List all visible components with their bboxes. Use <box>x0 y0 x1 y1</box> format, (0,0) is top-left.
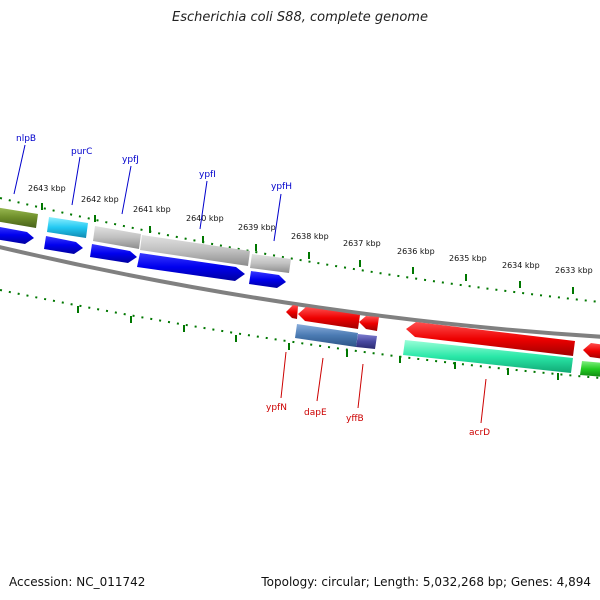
kbp-label: 2637 kbp <box>343 239 381 248</box>
genome-summary-text: Topology: circular; Length: 5,032,268 bp… <box>261 575 591 589</box>
kbp-label: 2641 kbp <box>133 205 171 214</box>
outer-major-ticks <box>41 203 574 294</box>
kbp-label: 2640 kbp <box>186 214 224 223</box>
leader-line-ypfI <box>199 180 208 230</box>
kbp-label: 2636 kbp <box>397 247 435 256</box>
kbp-label: 2635 kbp <box>449 254 487 263</box>
inner-tick-track <box>0 289 600 379</box>
cds-arrow-yffB[interactable] <box>359 316 379 331</box>
gene-label-acrD: acrD <box>469 428 490 438</box>
gene-feature-ypfH[interactable] <box>250 254 291 273</box>
cds-arrow-ypfN[interactable] <box>286 305 298 319</box>
gene-label-ypfJ: ypfJ <box>122 155 139 165</box>
cds-arrow-next[interactable] <box>583 343 600 359</box>
cds-arrow-ypfJ[interactable] <box>90 244 137 263</box>
gene-label-ypfN: ypfN <box>266 403 287 413</box>
gene-label-purC: purC <box>71 147 92 157</box>
gene-feature-ypfJ[interactable] <box>93 226 141 249</box>
cds-arrow-purC[interactable] <box>44 236 83 254</box>
gene-feature-next[interactable] <box>580 361 600 377</box>
gene-label-ypfI: ypfI <box>199 170 216 180</box>
cds-arrow-ypfH[interactable] <box>249 271 286 288</box>
leader-line-dapE <box>316 357 324 402</box>
gene-feature-dapE[interactable] <box>295 324 358 347</box>
gene-feature-yffB[interactable] <box>356 334 377 349</box>
leader-line-nlpB <box>13 144 26 195</box>
gene-feature-purC[interactable] <box>47 217 88 238</box>
kbp-label: 2638 kbp <box>291 232 329 241</box>
gene-label-ypfH: ypfH <box>271 182 292 192</box>
gene-feature-ypfI[interactable] <box>140 235 250 266</box>
cds-arrow-acrD[interactable] <box>406 322 575 356</box>
genome-backbone <box>0 245 600 339</box>
outer-tick-track <box>0 197 600 303</box>
gene-label-nlpB: nlpB <box>16 134 36 144</box>
leader-line-purC <box>71 156 81 206</box>
gene-feature-nlpB[interactable] <box>0 207 38 228</box>
accession-text: Accession: NC_011742 <box>9 575 146 589</box>
leader-line-ypfH <box>273 193 282 242</box>
cds-arrow-nlpB[interactable] <box>0 226 34 244</box>
gene-label-dapE: dapE <box>304 408 327 418</box>
leader-line-yffB <box>357 363 364 409</box>
kbp-labels: 2643 kbp 2642 kbp 2641 kbp 2640 kbp 2639… <box>28 184 593 275</box>
leader-line-acrD <box>480 378 487 424</box>
leader-line-ypfJ <box>121 165 132 215</box>
leader-line-ypfN <box>280 351 287 399</box>
kbp-label: 2633 kbp <box>555 266 593 275</box>
kbp-label: 2643 kbp <box>28 184 66 193</box>
map-title: Escherichia coli S88, complete genome <box>172 10 428 25</box>
gene-feature-acrD[interactable] <box>403 340 573 373</box>
inner-major-ticks <box>77 306 559 380</box>
gene-label-yffB: yffB <box>346 414 364 424</box>
cds-arrow-ypfI[interactable] <box>137 253 245 281</box>
cds-arrow-dapE[interactable] <box>298 307 360 329</box>
reverse-gene-labels: ypfN dapE yffB acrD <box>266 351 490 438</box>
kbp-label: 2642 kbp <box>81 195 119 204</box>
forward-gene-labels: nlpB purC ypfJ ypfI ypfH <box>13 134 292 242</box>
kbp-label: 2634 kbp <box>502 261 540 270</box>
kbp-label: 2639 kbp <box>238 223 276 232</box>
